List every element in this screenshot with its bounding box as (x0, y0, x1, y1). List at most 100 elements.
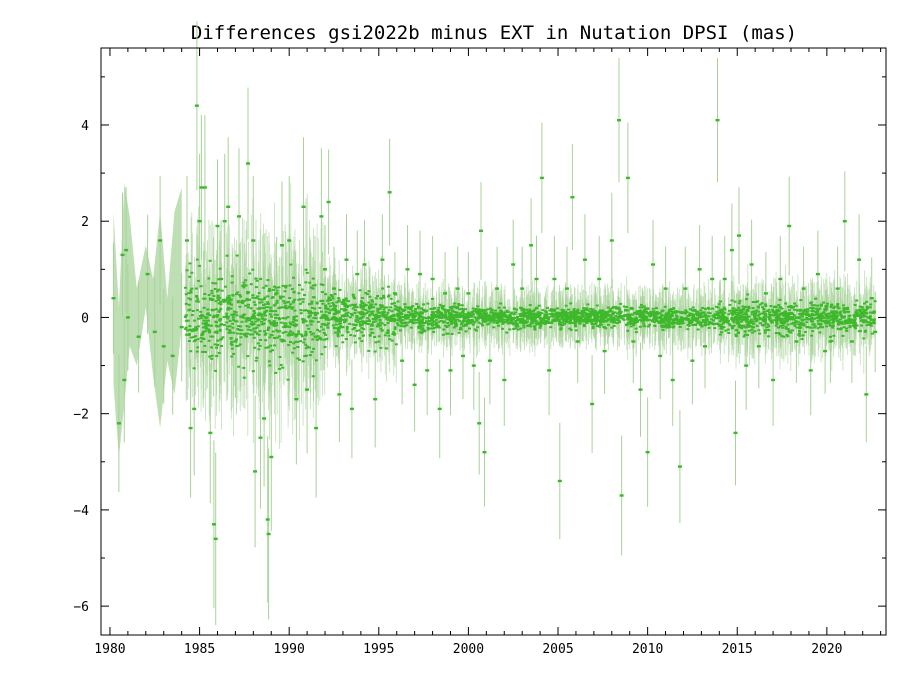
data-point (736, 319, 740, 322)
data-point (608, 308, 612, 311)
data-point (651, 311, 655, 314)
data-point (810, 334, 814, 337)
data-point (694, 312, 698, 315)
data-point (730, 299, 734, 302)
data-point (683, 318, 687, 321)
data-point (393, 332, 397, 335)
data-point (282, 340, 286, 342)
data-point (765, 326, 769, 329)
data-point (252, 301, 256, 304)
data-point (828, 312, 832, 315)
data-point (573, 318, 577, 321)
data-point (215, 331, 219, 334)
data-point (845, 329, 849, 332)
data-point (259, 339, 263, 341)
data-point (552, 315, 556, 318)
data-point (539, 323, 542, 326)
data-point (272, 320, 276, 323)
data-point (217, 302, 221, 305)
data-point (289, 303, 293, 306)
data-point (195, 328, 199, 331)
data-point (213, 288, 217, 290)
data-point (331, 324, 335, 327)
data-point (239, 336, 243, 339)
data-point (724, 329, 728, 332)
data-point (345, 328, 349, 330)
data-point (277, 307, 281, 310)
data-point (778, 306, 782, 309)
data-point (559, 324, 563, 327)
data-point (811, 330, 815, 333)
data-point (262, 304, 265, 307)
data-point (472, 313, 476, 316)
data-point (201, 332, 205, 334)
data-point (813, 304, 817, 307)
data-point (187, 334, 191, 336)
data-point (199, 314, 203, 317)
data-point (606, 311, 610, 313)
data-point (506, 317, 510, 320)
data-point (663, 321, 667, 324)
data-point (865, 305, 869, 308)
data-point (728, 324, 732, 327)
data-point (526, 317, 529, 320)
data-point (774, 316, 778, 319)
data-point (610, 318, 614, 321)
data-point (722, 306, 726, 309)
data-point (810, 309, 814, 312)
data-point (232, 331, 236, 334)
data-point (541, 318, 545, 321)
data-point (433, 326, 436, 329)
data-point (846, 320, 850, 323)
data-point (188, 275, 192, 278)
data-point (457, 315, 461, 318)
data-point (707, 315, 711, 318)
data-point (458, 313, 461, 316)
data-point (478, 311, 482, 314)
data-point (658, 312, 662, 315)
data-point (426, 317, 430, 320)
data-point (627, 321, 631, 324)
data-point (499, 313, 503, 316)
data-point (287, 334, 291, 337)
data-point (322, 331, 326, 334)
data-point (195, 350, 199, 353)
data-point (207, 324, 211, 327)
data-point (335, 327, 339, 330)
data-point (694, 318, 698, 321)
data-point (589, 307, 593, 310)
data-point (626, 329, 630, 332)
data-point (417, 318, 421, 321)
data-point (628, 315, 632, 318)
data-point (441, 316, 445, 319)
data-point (370, 305, 374, 308)
data-point (587, 313, 591, 315)
data-point (622, 305, 626, 308)
data-point (195, 309, 199, 312)
data-point (197, 264, 201, 267)
data-point (512, 322, 515, 325)
data-point (664, 312, 668, 315)
data-point (531, 310, 535, 313)
data-point (352, 304, 356, 307)
data-point (753, 318, 757, 321)
data-point (389, 297, 393, 300)
data-point (642, 325, 646, 328)
data-point (242, 281, 246, 284)
data-point (212, 316, 215, 319)
data-point (819, 326, 823, 329)
data-point (564, 312, 568, 315)
data-point (569, 320, 573, 322)
data-point (527, 313, 531, 316)
data-point (654, 312, 657, 314)
data-point (216, 339, 220, 342)
data-point (782, 322, 786, 325)
data-point (839, 310, 843, 313)
data-point (326, 307, 330, 310)
data-point (242, 300, 246, 303)
data-point (415, 303, 419, 305)
data-point (784, 327, 788, 330)
data-point (184, 328, 188, 330)
data-point (590, 319, 594, 322)
data-point (393, 328, 397, 331)
